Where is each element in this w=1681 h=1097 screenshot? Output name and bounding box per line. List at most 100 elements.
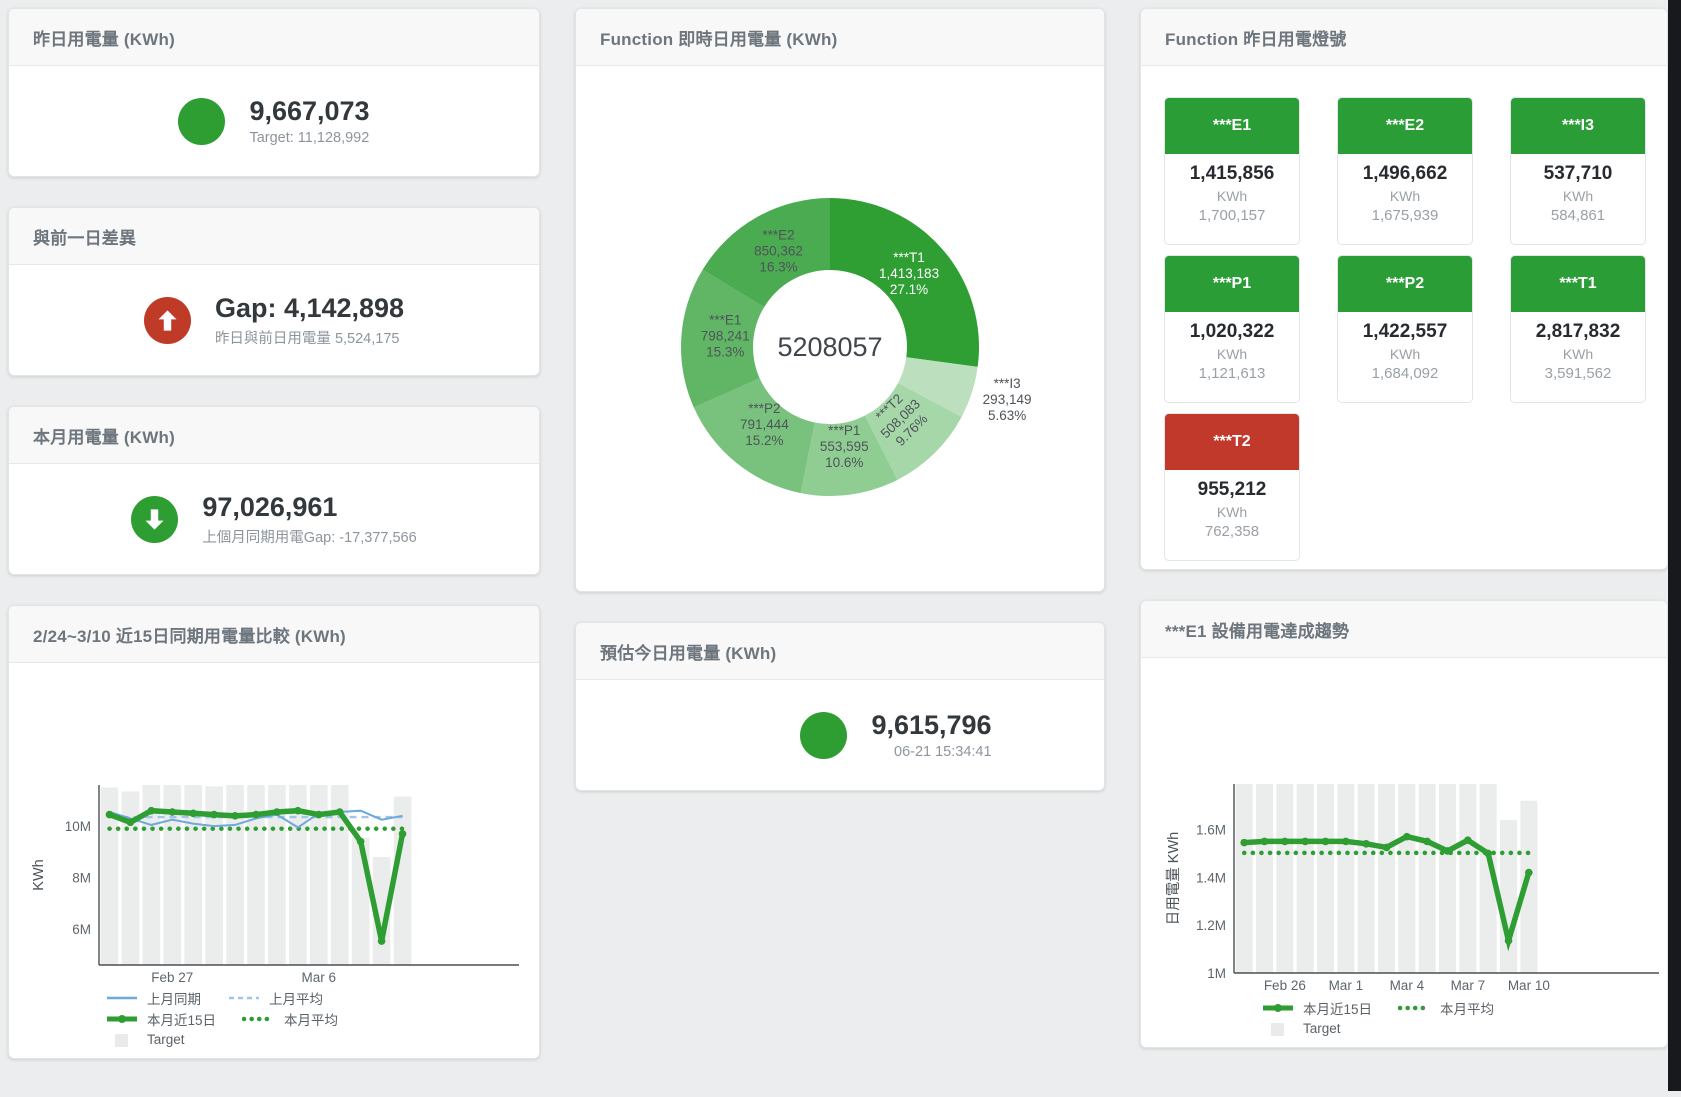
- tile-unit: KWh: [1562, 346, 1594, 362]
- column-right: Function 昨日用電燈號 ***E1 1,415,856 KWh 1,700,1…: [1140, 8, 1668, 1078]
- series-point: [356, 837, 365, 846]
- target-bar: [226, 785, 244, 965]
- series-point: [1301, 837, 1309, 846]
- legend-item[interactable]: 上月平均: [227, 988, 323, 1008]
- legend-label: Target: [1303, 1021, 1341, 1036]
- legend-row: Target: [105, 1029, 539, 1050]
- x-tick-label: Mar 4: [1390, 978, 1425, 993]
- x-tick-label: Feb 27: [151, 970, 193, 985]
- yesterday-value: 9,667,073: [249, 96, 370, 126]
- series-point: [335, 808, 344, 816]
- donut-slice-I3[interactable]: [898, 357, 978, 417]
- legend-item[interactable]: 本月近15日: [105, 1009, 216, 1029]
- tile-value: 1,415,856: [1189, 163, 1275, 184]
- column-middle: Function 即時日用電量 (KWh) ***T1 1,413,183 27.1…: [575, 8, 1105, 821]
- legend-row: 上月同期 上月平均: [105, 987, 539, 1008]
- estimate-title: 預估今日用電量 (KWh): [600, 643, 777, 663]
- tile-target: 762,358: [1204, 523, 1260, 540]
- trend-chart-legend: 本月近15日 本月平均 Target: [1261, 997, 1667, 1039]
- donut-slice-label: ***P1 553,595 10.6%: [820, 423, 869, 470]
- light-tile-I3[interactable]: ***I3 537,710 KWh 584,861: [1510, 97, 1646, 245]
- tile-header: ***E1: [1165, 98, 1299, 154]
- legend-item[interactable]: 上月同期: [105, 988, 201, 1008]
- target-bar: [1337, 784, 1355, 973]
- tile-unit: KWh: [1216, 188, 1248, 204]
- light-tile-P2[interactable]: ***P2 1,422,557 KWh 1,684,092: [1337, 255, 1473, 403]
- compare-line-chart: 6M 8M 10M Feb 27 Mar 6 KWh: [31, 785, 519, 985]
- tile-unit: KWh: [1216, 346, 1248, 362]
- target-bar: [1276, 784, 1294, 973]
- page-edge-scrollbar[interactable]: [1668, 0, 1681, 1091]
- donut-slice-T2[interactable]: [864, 383, 962, 480]
- x-tick-label: Mar 7: [1451, 978, 1486, 993]
- lights-title: Function 昨日用電燈號: [1165, 29, 1347, 49]
- legend-item[interactable]: 本月近15日: [1261, 998, 1372, 1018]
- target-bar: [1377, 784, 1396, 973]
- square-swatch-icon: [1271, 1022, 1284, 1036]
- series-point: [189, 809, 197, 818]
- light-tile-T1[interactable]: ***T1 2,817,832 KWh 3,591,562: [1510, 255, 1646, 403]
- status-circle-green-icon: [178, 97, 226, 145]
- light-tile-E2[interactable]: ***E2 1,496,662 KWh 1,675,939: [1337, 97, 1473, 245]
- donut-slice-T1[interactable]: [830, 198, 979, 367]
- light-tile-P1[interactable]: ***P1 1,020,322 KWh 1,121,613: [1164, 255, 1300, 403]
- card-yesterday-header: 昨日用電量 (KWh): [9, 9, 539, 66]
- status-circle-green-icon: [800, 711, 848, 759]
- legend-item[interactable]: Target: [105, 1032, 185, 1047]
- card-day-gap-header: 與前一日差異: [9, 208, 539, 265]
- card-month-usage: 本月用電量 (KWh) 97,026,961 上個月同期用電Gap: -17,3…: [8, 406, 540, 575]
- month-gap-subtitle: 上個月同期用電Gap: -17,377,566: [202, 529, 417, 546]
- donut-slice-E1[interactable]: [681, 269, 765, 408]
- target-bar: [1438, 784, 1457, 973]
- dotted-swatch-icon: [1398, 1005, 1433, 1010]
- light-tile-T2[interactable]: ***T2 955,212 KWh 762,358: [1164, 413, 1300, 561]
- legend-label: 上月同期: [147, 991, 201, 1007]
- series-point: [315, 810, 323, 819]
- tile-header: ***T1: [1511, 256, 1645, 312]
- tile-target: 3,591,562: [1544, 365, 1612, 382]
- target-bar: [1418, 784, 1436, 973]
- y-tick-label: 10M: [65, 819, 91, 834]
- estimate-body: 9,615,796 06-21 15:34:41: [576, 680, 1104, 790]
- donut-slice-P2[interactable]: [693, 378, 815, 494]
- tile-value: 2,817,832: [1535, 321, 1621, 342]
- series-point: [252, 810, 260, 819]
- series-point: [147, 806, 156, 815]
- legend-item[interactable]: Target: [1261, 1021, 1341, 1036]
- donut-slice-E2[interactable]: [702, 198, 830, 308]
- card-month-header: 本月用電量 (KWh): [9, 407, 539, 464]
- donut-slice-P1[interactable]: [800, 415, 898, 496]
- legend-item[interactable]: 本月平均: [242, 1009, 338, 1029]
- estimate-header: 預估今日用電量 (KWh): [576, 623, 1104, 680]
- trend-line-chart: 1M 1.2M 1.4M 1.6M Feb 26 Mar 1 Mar 4 Mar 7 Mar 1…: [1166, 784, 1659, 993]
- target-bar: [1255, 784, 1274, 973]
- card-e1-trend-chart: ***E1 設備用電達成趨勢 1M 1.2M 1.4M 1.6M Feb 26 Mar 1…: [1140, 600, 1668, 1048]
- series-point: [294, 806, 302, 815]
- tile-value: 1,496,662: [1362, 163, 1448, 184]
- tile-target: 1,675,939: [1371, 207, 1439, 224]
- estimate-value: 9,615,796: [871, 710, 992, 740]
- target-bar: [205, 786, 223, 965]
- series-point: [210, 810, 218, 819]
- card-yesterday-usage: 昨日用電量 (KWh) 9,667,073 Target: 11,128,992: [8, 8, 540, 177]
- card-day-gap-body: Gap: 4,142,898 昨日與前日用電量 5,524,175: [9, 265, 539, 375]
- tile-value: 1,020,322: [1189, 321, 1275, 342]
- target-bar: [1479, 784, 1497, 973]
- realtime-donut-chart: ***T1 1,413,183 27.1%***I3 293,149 5.63%***T…: [681, 198, 1031, 496]
- legend-item[interactable]: 本月平均: [1398, 998, 1494, 1018]
- tile-header: ***E2: [1338, 98, 1472, 154]
- series-point: [1464, 836, 1472, 845]
- y-tick-label: 1.2M: [1196, 918, 1226, 933]
- tile-target: 1,684,092: [1371, 365, 1439, 382]
- tile-value: 955,212: [1197, 479, 1267, 500]
- light-tile-E1[interactable]: ***E1 1,415,856 KWh 1,700,157: [1164, 97, 1300, 245]
- tile-header: ***I3: [1511, 98, 1645, 154]
- tile-value: 537,710: [1543, 163, 1613, 184]
- series-point: [1260, 837, 1269, 846]
- series-point: [1321, 837, 1330, 846]
- card-yesterday-title: 昨日用電量 (KWh): [33, 29, 175, 49]
- card-status-lights: Function 昨日用電燈號 ***E1 1,415,856 KWh 1,700,1…: [1140, 8, 1668, 570]
- series-point: [126, 818, 135, 827]
- trend-title: ***E1 設備用電達成趨勢: [1165, 621, 1350, 641]
- series-point: [1484, 849, 1492, 858]
